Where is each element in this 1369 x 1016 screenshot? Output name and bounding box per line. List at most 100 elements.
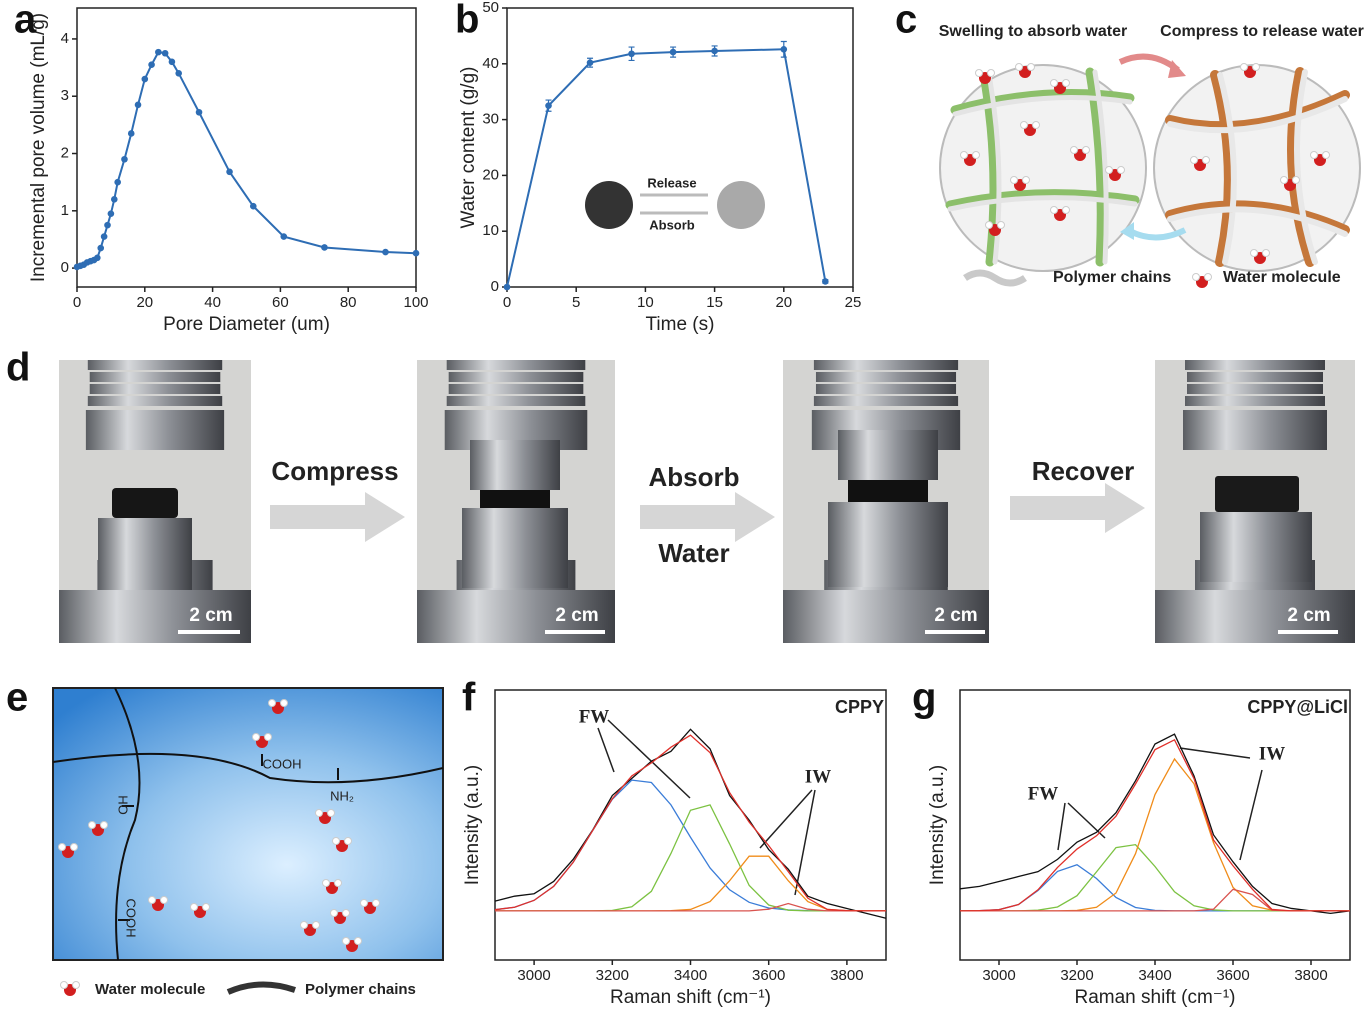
data-point (100, 233, 108, 240)
x-tick-label: 60 (272, 294, 289, 311)
series-line (959, 738, 1350, 912)
data-point (168, 58, 176, 66)
data-point (503, 283, 511, 291)
data-point (628, 50, 635, 58)
data-point (382, 248, 389, 256)
data-point (249, 202, 257, 210)
data-point (711, 47, 718, 55)
data-point (110, 196, 118, 203)
annotation: FW (1028, 783, 1059, 804)
plot-frame (959, 689, 1351, 961)
x-tick-label: 25 (845, 294, 862, 311)
data-point (121, 155, 128, 163)
panel-letter: c (895, 0, 917, 42)
chart-label: CPPY@LiCl (1247, 697, 1348, 717)
cycle-arrow (1118, 53, 1180, 73)
data-point (148, 61, 155, 69)
data-point (545, 102, 552, 109)
panel-letter: a (14, 0, 37, 42)
y-tick-label: 4 (61, 30, 69, 47)
step-label: Water (658, 538, 729, 568)
step-label: Recover (1032, 456, 1135, 486)
legend-molecule (60, 981, 80, 997)
x-axis-label: Raman shift (cm⁻¹) (1075, 987, 1236, 1008)
data-point (280, 233, 288, 240)
scale-label: 2 cm (555, 605, 598, 626)
cycle-arrow (1126, 227, 1187, 241)
legend-label: Water molecule (1223, 269, 1341, 286)
scale-label: 2 cm (189, 605, 232, 626)
panel-letter: f (462, 676, 476, 720)
group-label: COOH (124, 899, 139, 938)
x-tick-label: 3600 (752, 967, 785, 984)
series-line (495, 855, 886, 912)
panel-title: Compress to release water (1160, 23, 1364, 40)
photo (1155, 360, 1355, 643)
y-tick-label: 2 (61, 144, 69, 161)
arrowhead (1168, 60, 1186, 78)
x-tick-label: 15 (706, 294, 723, 311)
panel-title: Swelling to absorb water (939, 23, 1127, 40)
annotation-arrows (597, 719, 1263, 896)
legend-label: Water molecule (95, 981, 205, 998)
data-point (586, 59, 594, 66)
data-point (195, 108, 203, 116)
y-tick-label: 20 (482, 166, 499, 183)
annotation: FW (579, 706, 610, 727)
polymer-network (945, 67, 1350, 267)
series-line (506, 48, 827, 288)
data-point (155, 48, 162, 56)
data-point (226, 168, 233, 176)
panel-letter: e (6, 676, 28, 720)
data-point (127, 130, 135, 137)
step-label: Absorb (649, 462, 740, 492)
series-line (494, 779, 886, 912)
y-tick-label: 50 (482, 0, 499, 16)
data-point (114, 178, 121, 186)
polymer-chains (52, 687, 444, 961)
x-tick-label: 0 (503, 294, 511, 311)
x-tick-label: 100 (403, 294, 428, 311)
photo (59, 360, 251, 643)
y-tick-label: 1 (61, 202, 69, 219)
annotation: IW (1259, 743, 1285, 764)
data-point (134, 101, 142, 109)
scale-label: 2 cm (1287, 605, 1330, 626)
legend-chain (226, 981, 296, 995)
x-tick-label: 3600 (1216, 967, 1249, 984)
x-tick-label: 3200 (596, 967, 629, 984)
data-point (104, 221, 111, 229)
group-label: HO (116, 795, 131, 815)
x-tick-label: 3200 (1060, 967, 1093, 984)
x-tick-label: 20 (775, 294, 792, 311)
series-line (495, 804, 886, 912)
y-tick-label: 0 (491, 278, 499, 295)
y-axis-label: Incremental pore volume (mL/g) (28, 13, 49, 282)
x-tick-label: 10 (637, 294, 654, 311)
annotation: IW (805, 766, 831, 787)
x-tick-label: 0 (73, 294, 81, 311)
inset-photo (585, 181, 633, 229)
panel-letter: g (912, 676, 936, 720)
medium (52, 687, 444, 961)
legend-chain (963, 269, 1027, 287)
inset-photo (717, 181, 765, 229)
x-tick-label: 3800 (830, 967, 863, 984)
series-line (494, 728, 887, 919)
step-arrows (270, 483, 1145, 542)
y-tick-label: 40 (482, 55, 499, 72)
x-axis-label: Raman shift (cm⁻¹) (610, 987, 771, 1008)
network-circle (1153, 64, 1361, 272)
x-tick-label: 40 (204, 294, 221, 311)
x-tick-label: 3000 (517, 967, 550, 984)
annotation: Absorb (649, 217, 695, 232)
data-point (669, 48, 677, 56)
y-tick-label: 30 (482, 111, 499, 128)
series-line (495, 902, 886, 912)
legend-molecule (1192, 273, 1212, 289)
series-line (76, 51, 417, 268)
legend-label: Polymer chains (1053, 269, 1171, 286)
x-axis-label: Time (s) (646, 314, 715, 335)
legend-label: Polymer chains (305, 981, 416, 998)
x-tick-label: 3000 (982, 967, 1015, 984)
